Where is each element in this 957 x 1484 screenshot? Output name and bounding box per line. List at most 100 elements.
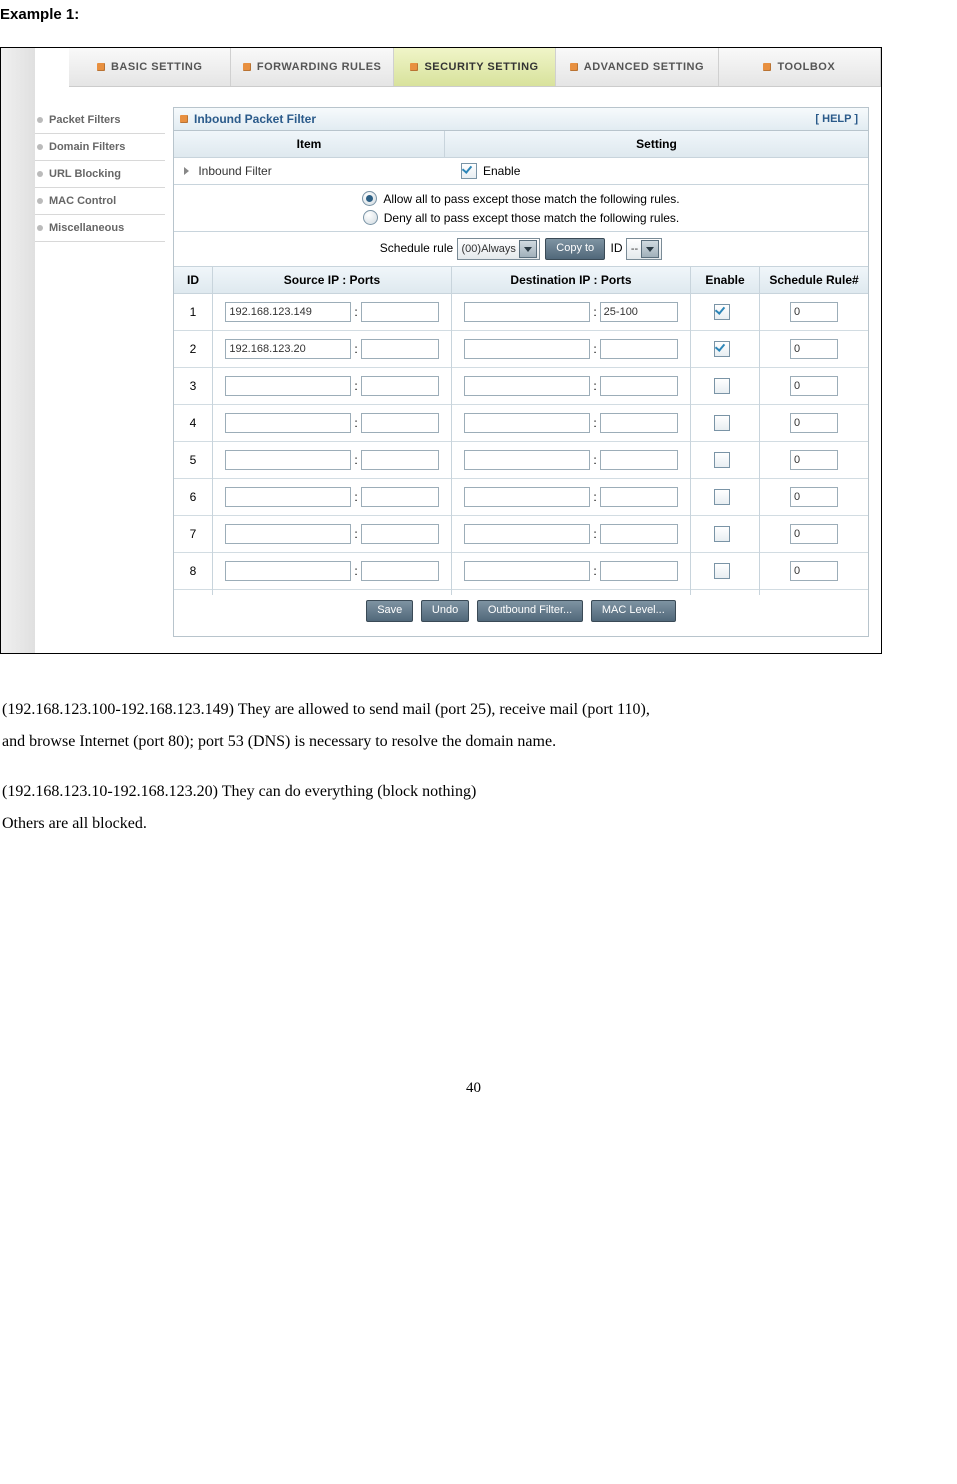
nav-tab-security-setting[interactable]: SECURITY SETTING [394, 48, 556, 86]
allow-text: Allow all to pass except those match the… [383, 192, 679, 206]
mac-level-button[interactable]: MAC Level... [591, 600, 676, 622]
destination-port-input[interactable] [600, 450, 678, 470]
source-port-input[interactable] [361, 376, 439, 396]
destination-port-input[interactable] [600, 302, 678, 322]
id-label: ID [611, 241, 623, 255]
source-ip-input[interactable] [225, 450, 351, 470]
save-button[interactable]: Save [366, 600, 413, 622]
source-ip-input[interactable] [225, 339, 351, 359]
nav-tab-basic-setting[interactable]: BASIC SETTING [69, 48, 231, 86]
schedule-rule-input[interactable] [790, 524, 838, 544]
destination-ip-input[interactable] [464, 561, 590, 581]
destination-ip-input[interactable] [464, 339, 590, 359]
rule-enable-checkbox[interactable] [714, 304, 730, 320]
rule-enable-checkbox[interactable] [714, 341, 730, 357]
enable-label: Enable [483, 164, 520, 178]
schedule-rule-input[interactable] [790, 339, 838, 359]
allow-radio[interactable] [362, 191, 377, 206]
destination-port-input[interactable] [600, 561, 678, 581]
destination-port-input[interactable] [600, 487, 678, 507]
rule-enable-checkbox[interactable] [714, 526, 730, 542]
destination-ip-input[interactable] [464, 524, 590, 544]
col-item-label: Item [174, 131, 445, 157]
destination-port-input[interactable] [600, 524, 678, 544]
inbound-filter-label: Inbound Filter [198, 164, 271, 178]
bullet-icon [37, 171, 43, 177]
rule-enable-checkbox[interactable] [714, 452, 730, 468]
source-ip-input[interactable] [225, 376, 351, 396]
description-text: (192.168.123.100-192.168.123.149) They a… [2, 694, 947, 840]
destination-ip-input[interactable] [464, 487, 590, 507]
source-ip-input[interactable] [225, 302, 351, 322]
colon-separator: : [354, 305, 357, 319]
source-port-input[interactable] [361, 450, 439, 470]
schedule-rule-input[interactable] [790, 561, 838, 581]
bullet-icon [37, 144, 43, 150]
source-port-input[interactable] [361, 561, 439, 581]
schedule-rule-input[interactable] [790, 450, 838, 470]
sidebar-label: MAC Control [49, 195, 116, 207]
sidebar-item-packet-filters[interactable]: Packet Filters [35, 107, 165, 134]
help-link[interactable]: [ HELP ] [815, 113, 858, 125]
panel-icon [180, 115, 188, 123]
nav-tab-advanced-setting[interactable]: ADVANCED SETTING [556, 48, 718, 86]
outbound-filter-button[interactable]: Outbound Filter... [477, 600, 583, 622]
nav-tab-toolbox[interactable]: TOOLBOX [719, 48, 881, 86]
nav-tab-forwarding-rules[interactable]: FORWARDING RULES [231, 48, 393, 86]
schedule-rule-label: Schedule rule [380, 241, 453, 255]
schedule-rule-input[interactable] [790, 302, 838, 322]
destination-port-input[interactable] [600, 413, 678, 433]
rule-enable-checkbox[interactable] [714, 563, 730, 579]
sidebar-item-domain-filters[interactable]: Domain Filters [35, 134, 165, 161]
schedule-select[interactable]: (00)Always [457, 238, 540, 260]
copy-to-button[interactable]: Copy to [545, 238, 605, 260]
schedule-rule-input[interactable] [790, 487, 838, 507]
schedule-rule-input[interactable] [790, 376, 838, 396]
schedule-rule-input[interactable] [790, 413, 838, 433]
rule-schedule-cell [760, 547, 868, 595]
enable-checkbox[interactable] [461, 163, 477, 179]
destination-port-input[interactable] [600, 376, 678, 396]
undo-button[interactable]: Undo [421, 600, 469, 622]
rule-enable-checkbox[interactable] [714, 415, 730, 431]
destination-ip-input[interactable] [464, 376, 590, 396]
col-setting-label: Setting [445, 131, 868, 157]
source-ip-input[interactable] [225, 561, 351, 581]
destination-ip-input[interactable] [464, 450, 590, 470]
chevron-down-icon [641, 240, 659, 258]
source-port-input[interactable] [361, 524, 439, 544]
destination-ip-input[interactable] [464, 413, 590, 433]
colon-separator: : [593, 453, 596, 467]
destination-ip-input[interactable] [464, 302, 590, 322]
rule-enable-checkbox[interactable] [714, 378, 730, 394]
page-number: 40 [0, 1080, 947, 1097]
colon-separator: : [593, 342, 596, 356]
chevron-down-icon [519, 240, 537, 258]
button-row: Save Undo Outbound Filter... MAC Level..… [174, 590, 868, 636]
sidebar-label: Domain Filters [49, 141, 125, 153]
colon-separator: : [593, 490, 596, 504]
source-port-input[interactable] [361, 339, 439, 359]
item-setting-header: Item Setting [174, 131, 868, 158]
sidebar-item-mac-control[interactable]: MAC Control [35, 188, 165, 215]
sidebar-item-url-blocking[interactable]: URL Blocking [35, 161, 165, 188]
tab-icon [410, 63, 418, 71]
source-port-input[interactable] [361, 302, 439, 322]
rule-enable-checkbox[interactable] [714, 489, 730, 505]
top-nav: BASIC SETTING FORWARDING RULES SECURITY SE… [69, 48, 881, 87]
deny-text: Deny all to pass except those match the … [384, 211, 680, 225]
deny-radio[interactable] [363, 210, 378, 225]
tab-label: FORWARDING RULES [257, 61, 382, 73]
id-select[interactable]: -- [626, 238, 662, 260]
source-ip-input[interactable] [225, 487, 351, 507]
tab-label: SECURITY SETTING [424, 61, 538, 73]
destination-port-input[interactable] [600, 339, 678, 359]
source-ip-input[interactable] [225, 524, 351, 544]
rule-source-cell: : [213, 547, 452, 595]
source-port-input[interactable] [361, 413, 439, 433]
panel-header: Inbound Packet Filter [ HELP ] [174, 108, 868, 131]
source-ip-input[interactable] [225, 413, 351, 433]
sidebar-item-miscellaneous[interactable]: Miscellaneous [35, 215, 165, 242]
source-port-input[interactable] [361, 487, 439, 507]
left-rail [1, 48, 35, 653]
